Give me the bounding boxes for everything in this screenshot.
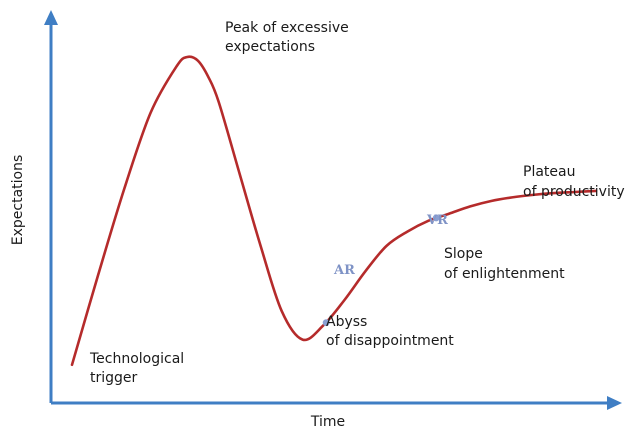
x-axis-arrow xyxy=(607,396,622,410)
annotation-trigger-line2: trigger xyxy=(90,370,138,386)
annotation-peak-line2: expectations xyxy=(225,39,315,55)
annotation-trigger-line1: Technological xyxy=(89,351,184,367)
annotation-abyss-line2: of disappointment xyxy=(326,333,454,349)
y-axis-arrow xyxy=(44,10,58,25)
annotation-peak-line1: Peak of excessive xyxy=(225,20,349,36)
x-axis-label: Time xyxy=(310,414,345,430)
annotation-abyss-line1: Abyss xyxy=(326,314,367,330)
y-axis-label: Expectations xyxy=(10,155,26,246)
marker-ar-dot xyxy=(322,319,330,327)
annotation-slope-line1: Slope xyxy=(444,246,483,262)
marker-vr-dot xyxy=(432,214,440,222)
annotation-plateau-line1: Plateau xyxy=(523,164,575,180)
marker-vr-label: VR xyxy=(426,213,448,228)
annotation-slope-line2: of enlightenment xyxy=(444,266,565,282)
series-line xyxy=(70,55,598,367)
marker-ar-label: AR xyxy=(333,263,355,278)
annotation-plateau-line2: of productivity xyxy=(523,184,625,200)
